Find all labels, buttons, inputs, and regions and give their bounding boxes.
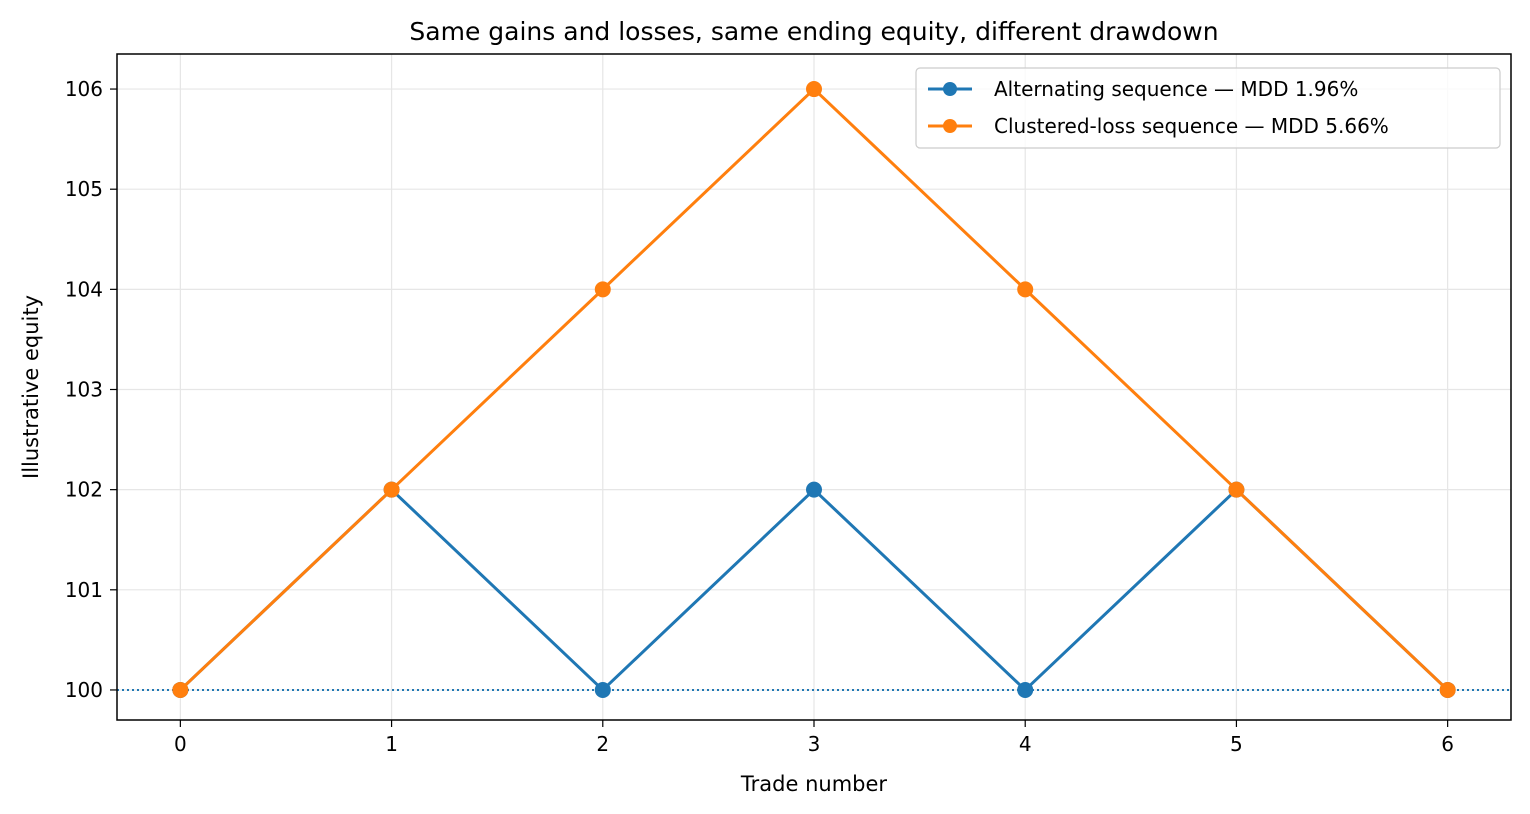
x-tick-label: 1	[385, 732, 398, 756]
y-tick-label: 102	[65, 478, 103, 502]
legend-marker-clustered	[943, 119, 957, 133]
legend: Alternating sequence — MDD 1.96% Cluster…	[915, 67, 1501, 149]
tick-layer: 0 1 2 3 4 5 6 100 101 102 103 104 105 106	[65, 77, 1454, 756]
data-point-alternating	[806, 481, 822, 498]
legend-entry-alternating: Alternating sequence — MDD 1.96%	[928, 77, 1358, 101]
y-tick-label: 106	[65, 77, 103, 101]
data-point-clustered	[172, 681, 189, 698]
data-point-clustered	[383, 481, 400, 498]
legend-marker-alternating	[943, 82, 957, 96]
grid-layer	[117, 54, 1511, 720]
y-tick-label: 103	[65, 378, 103, 402]
y-tick-label: 104	[65, 277, 103, 301]
legend-frame	[915, 67, 1501, 149]
y-tick-label: 101	[65, 578, 103, 602]
data-point-clustered	[1017, 281, 1034, 298]
series-layer	[172, 81, 1456, 698]
x-tick-label: 3	[808, 732, 821, 756]
x-tick-label: 4	[1019, 732, 1032, 756]
data-point-clustered	[594, 281, 611, 298]
y-tick-label: 105	[65, 177, 103, 201]
legend-label-clustered: Clustered-loss sequence — MDD 5.66%	[994, 114, 1389, 138]
x-tick-label: 5	[1230, 732, 1243, 756]
x-tick-label: 6	[1441, 732, 1454, 756]
x-tick-label: 0	[174, 732, 187, 756]
data-point-clustered	[806, 81, 822, 98]
x-axis-label: Trade number	[740, 772, 887, 796]
y-axis-label: Illustrative equity	[19, 295, 43, 479]
chart-title: Same gains and losses, same ending equit…	[409, 17, 1218, 46]
legend-entry-clustered: Clustered-loss sequence — MDD 5.66%	[928, 114, 1389, 138]
data-point-clustered	[1439, 681, 1456, 698]
data-point-alternating	[1017, 681, 1034, 698]
y-tick-label: 100	[65, 678, 103, 702]
legend-label-alternating: Alternating sequence — MDD 1.96%	[994, 77, 1358, 101]
data-point-clustered	[1228, 481, 1245, 498]
data-point-alternating	[594, 681, 611, 698]
x-tick-label: 2	[596, 732, 609, 756]
